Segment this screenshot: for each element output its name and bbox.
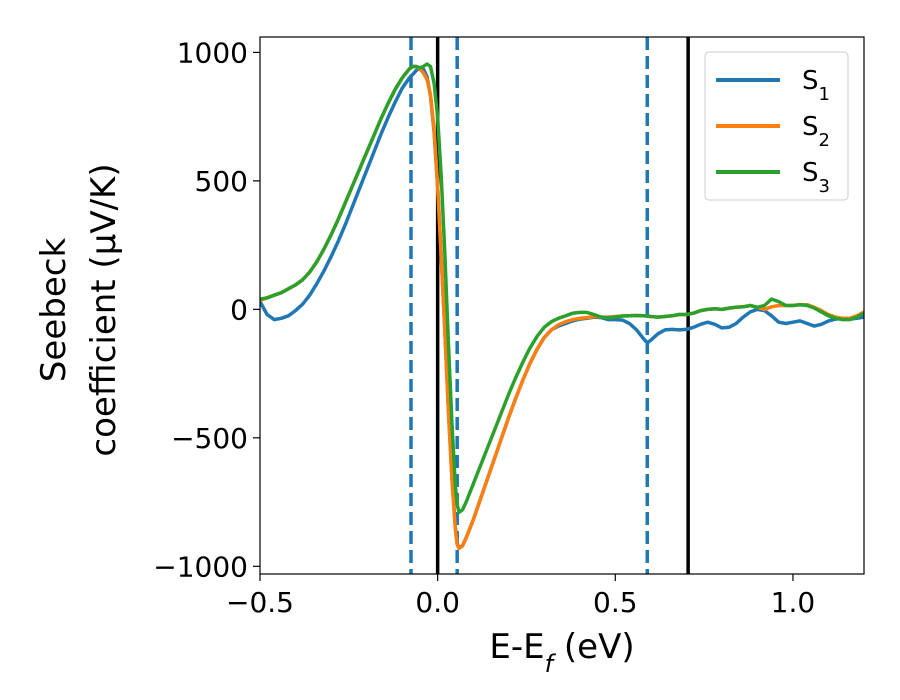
x-tick-label: 1.0 (771, 586, 816, 619)
y-axis-title-line1: Seebeck (34, 238, 74, 383)
x-tick-label: −0.5 (226, 586, 294, 619)
legend-label-s1: S1 (802, 66, 830, 105)
series-lines (260, 62, 864, 551)
x-axis-title-main: E-E (489, 627, 544, 667)
legend-label-s3: S3 (802, 158, 830, 197)
y-tick-label: −500 (171, 422, 248, 455)
plot-frame (259, 36, 865, 575)
y-tick-label: 0 (230, 293, 248, 326)
legend-label-s2: S2 (802, 112, 830, 151)
x-axis-title-unit: (eV) (553, 627, 635, 667)
legend: S1 S2 S3 (704, 51, 849, 201)
series-line-s3 (260, 62, 864, 515)
x-axis-title: E-Ef (eV) (489, 627, 634, 678)
x-tick-label: 0.5 (593, 586, 638, 619)
y-axis-ticks: 1000 500 0 −500 −1000 (153, 36, 260, 583)
y-axis-title: Seebeck coefficient (μV/K) (34, 163, 124, 456)
x-tick-label: 0.0 (415, 586, 460, 619)
y-tick-label: 500 (195, 165, 248, 198)
y-tick-label: −1000 (153, 550, 248, 583)
y-axis-title-line2: coefficient (μV/K) (84, 163, 124, 456)
y-tick-label: 1000 (177, 36, 248, 69)
x-axis-ticks: −0.5 0.0 0.5 1.0 (226, 574, 815, 619)
